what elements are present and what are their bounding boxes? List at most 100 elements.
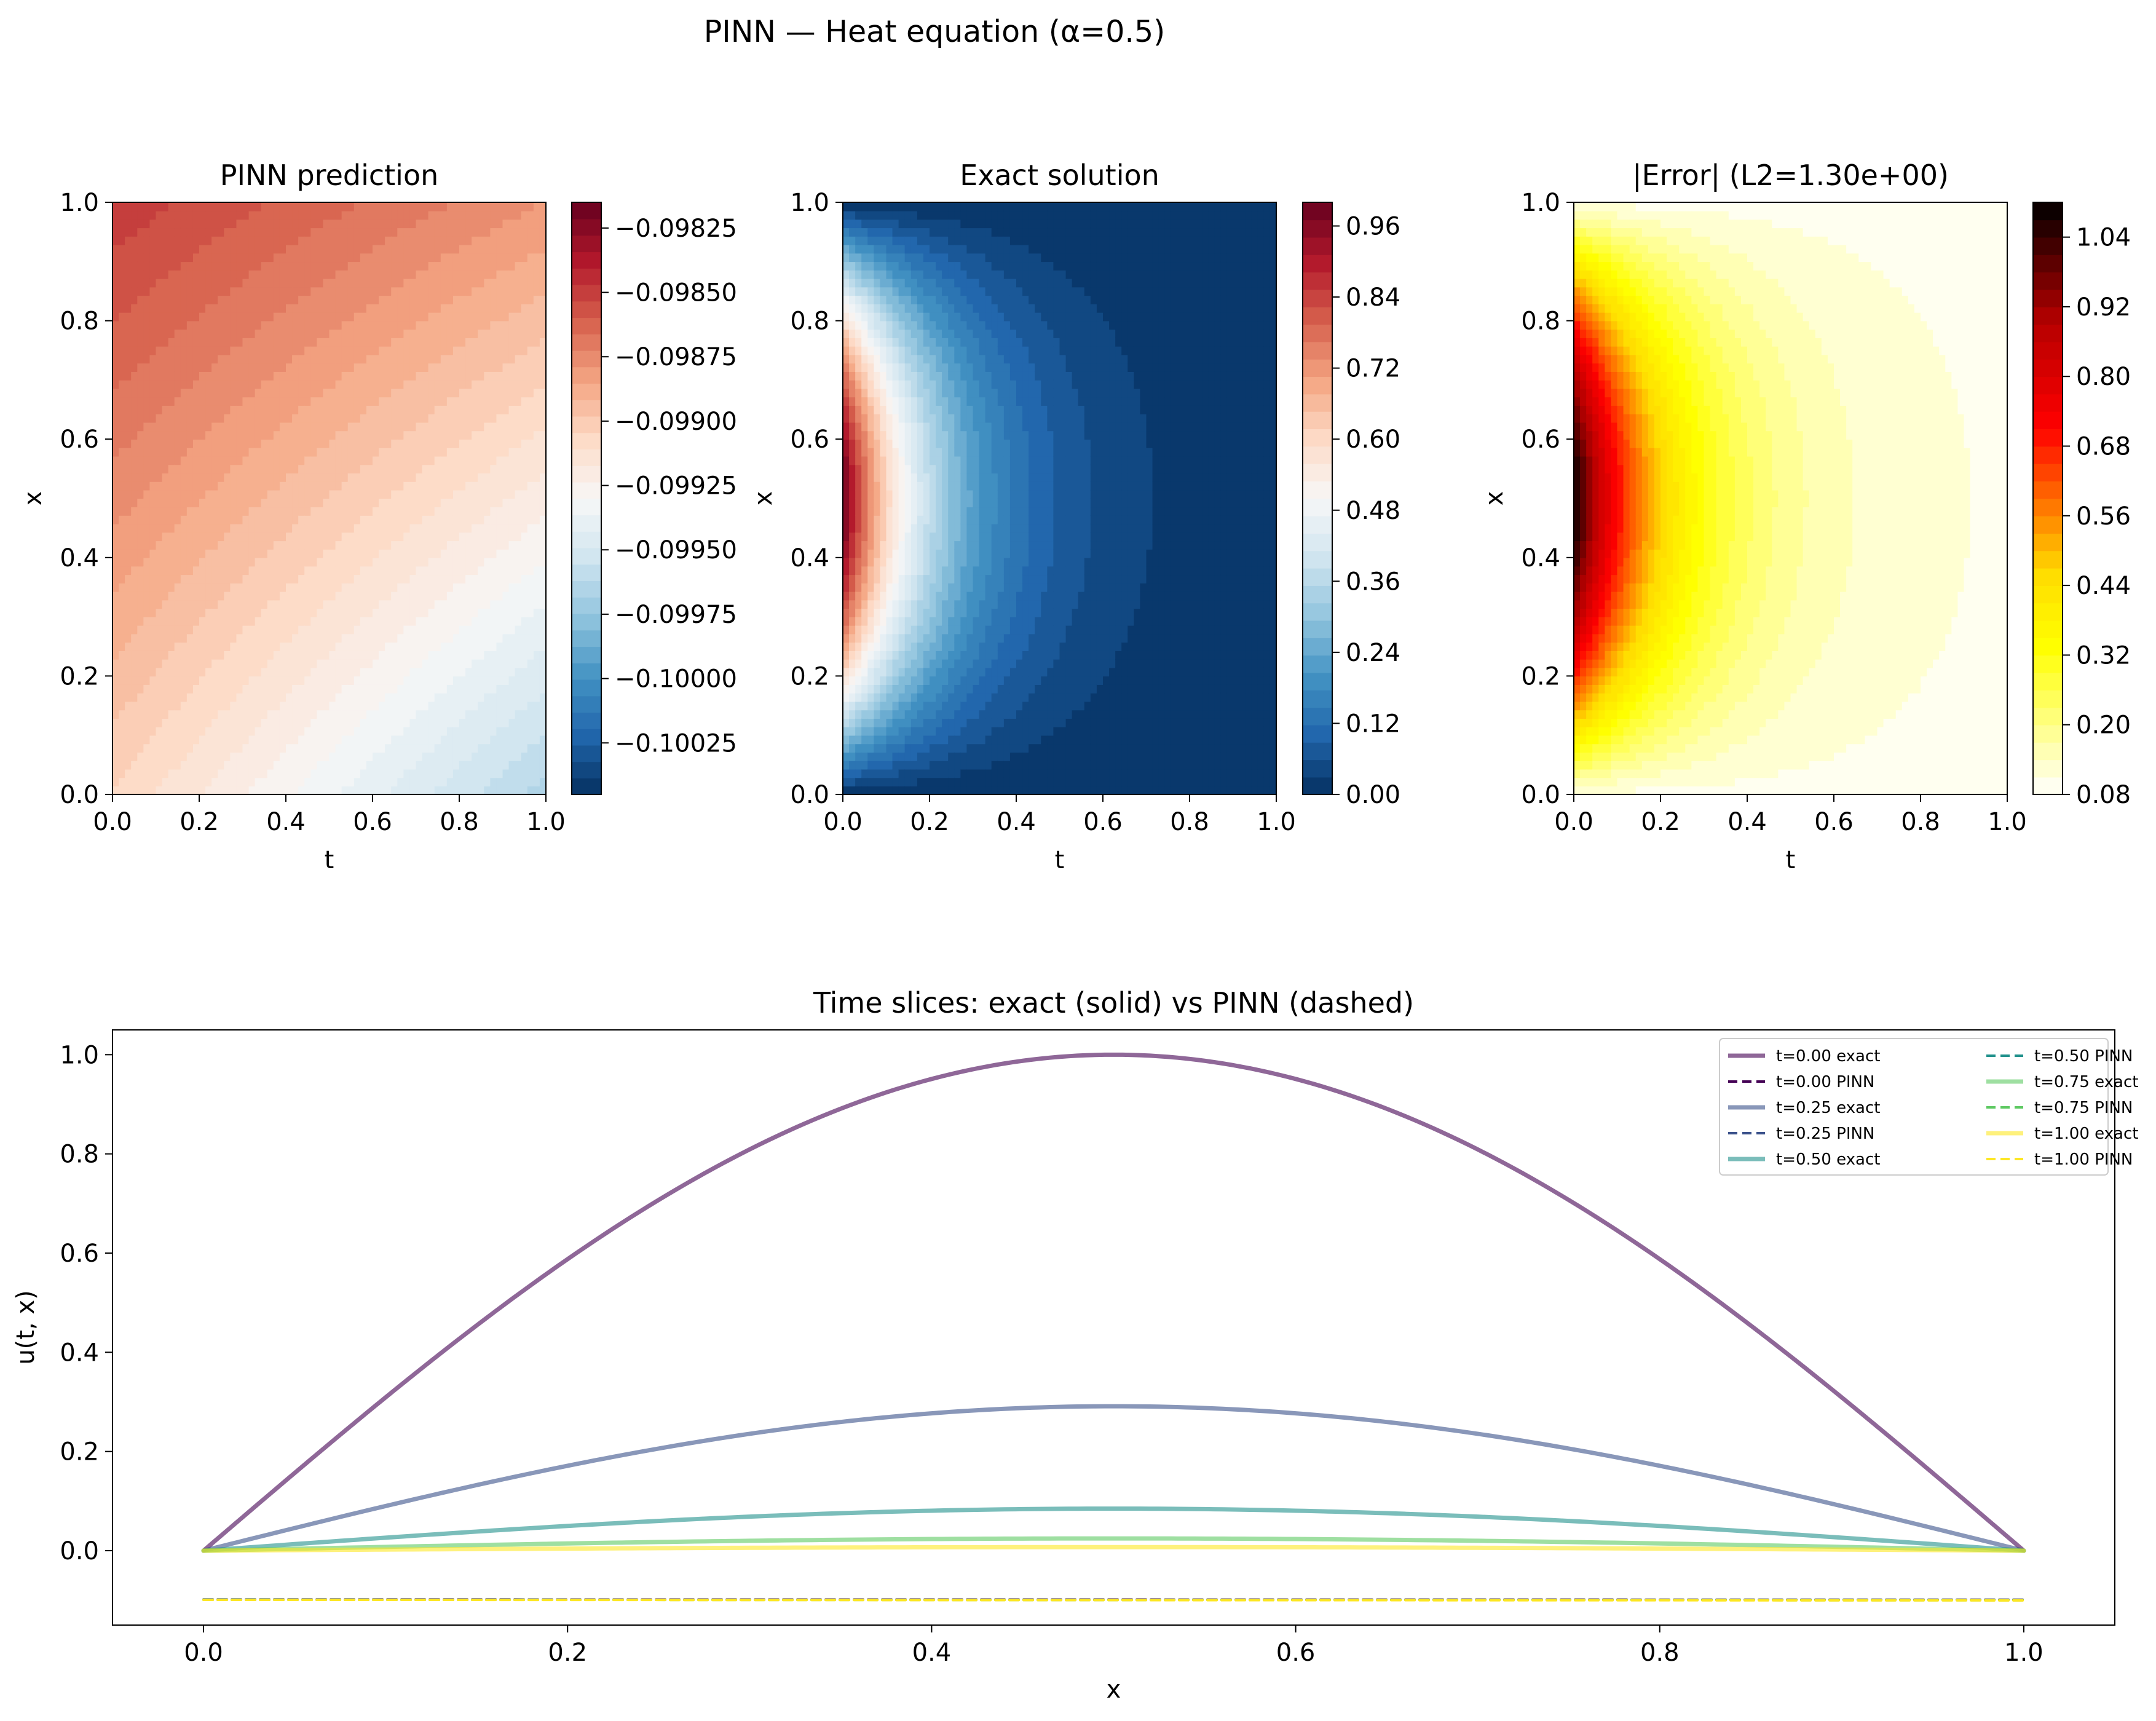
heatmap-cell [416, 439, 423, 448]
heatmap-cell [298, 430, 306, 440]
heatmap-cell [286, 388, 293, 398]
heatmap-cell [131, 735, 138, 745]
heatmap-cell [403, 473, 411, 482]
heatmap-cell [137, 287, 144, 296]
heatmap-cell [286, 591, 293, 601]
heatmap-cell [428, 422, 435, 432]
heatmap-cell [539, 261, 547, 271]
heatmap-cell [168, 413, 175, 423]
heatmap-cell [539, 473, 547, 482]
heatmap-cell [286, 253, 293, 263]
heatmap-cell [539, 397, 547, 406]
heatmap-cell [317, 566, 324, 576]
heatmap-cell [125, 540, 132, 550]
heatmap-cell [347, 371, 355, 381]
heatmap-cell [323, 388, 330, 398]
heatmap-cell [131, 566, 138, 576]
heatmap-cell [521, 498, 528, 508]
heatmap-cell [341, 481, 349, 491]
heatmap-cell [434, 617, 441, 626]
heatmap-cell [515, 633, 522, 643]
heatmap-cell [527, 253, 534, 263]
heatmap-cell [286, 743, 293, 753]
heatmap-cell [218, 540, 225, 550]
heatmap-cell [379, 659, 385, 668]
heatmap-cell [347, 304, 355, 313]
heatmap-cell [391, 667, 398, 677]
heatmap-cell [162, 743, 169, 753]
heatmap-cell [205, 388, 212, 398]
heatmap-cell [248, 608, 256, 617]
heatmap-cell [397, 777, 405, 787]
heatmap-cell [162, 329, 169, 338]
heatmap-cell [131, 507, 138, 516]
heatmap-cell [230, 278, 237, 288]
heatmap-cell [286, 769, 293, 778]
heatmap-cell [440, 363, 448, 372]
heatmap-cell [490, 253, 497, 263]
heatmap-cell [292, 743, 299, 753]
heatmap-cell [434, 379, 441, 389]
heatmap-cell [205, 735, 212, 745]
heatmap-cell [304, 270, 312, 279]
heatmap-cell [521, 633, 528, 643]
heatmap-cell [379, 726, 385, 736]
heatmap-cell [242, 667, 250, 677]
heatmap-cell [360, 642, 367, 651]
heatmap-cell [515, 786, 522, 795]
heatmap-cell [180, 481, 188, 491]
heatmap-cell [329, 735, 336, 745]
heatmap-cell [292, 760, 299, 770]
heatmap-cell [143, 236, 151, 245]
heatmap-cell [119, 439, 125, 448]
heatmap-cell [373, 591, 379, 601]
heatmap-cell [533, 379, 540, 389]
heatmap-cell [143, 532, 151, 542]
heatmap-cell [304, 210, 312, 220]
heatmap-cell [273, 447, 280, 457]
heatmap-cell [452, 338, 460, 347]
heatmap-cell [521, 439, 528, 448]
heatmap-cell [131, 710, 138, 719]
heatmap-cell [379, 338, 385, 347]
heatmap-cell [218, 642, 225, 651]
heatmap-cell [347, 777, 355, 787]
heatmap-cell [434, 456, 441, 465]
heatmap-cell [162, 710, 169, 719]
heatmap-cell [174, 210, 181, 220]
heatmap-cell [236, 287, 243, 296]
heatmap-cell [199, 354, 206, 364]
heatmap-cell [230, 743, 237, 753]
heatmap-cell [168, 405, 175, 414]
heatmap-cell [391, 261, 398, 271]
heatmap-cell [360, 583, 367, 592]
heatmap-cell [496, 261, 503, 271]
heatmap-cell [248, 599, 256, 609]
heatmap-cell [292, 287, 299, 296]
heatmap-cell [465, 227, 472, 237]
heatmap-cell [440, 312, 448, 322]
heatmap-cell [273, 397, 280, 406]
heatmap-cell [267, 583, 274, 592]
heatmap-cell [403, 489, 411, 499]
heatmap-cell [149, 329, 157, 338]
heatmap-cell [279, 523, 286, 533]
heatmap-cell [230, 371, 237, 381]
heatmap-cell [304, 617, 312, 626]
heatmap-cell [434, 633, 441, 643]
heatmap-cell [434, 346, 441, 355]
heatmap-cell [230, 507, 237, 516]
heatmap-cell [459, 439, 466, 448]
heatmap-cell [143, 227, 151, 237]
heatmap-cell [533, 481, 540, 491]
heatmap-cell [484, 456, 491, 465]
heatmap-cell [279, 481, 286, 491]
heatmap-cell [403, 718, 411, 727]
heatmap-cell [496, 608, 503, 617]
heatmap-cell [137, 498, 144, 508]
heatmap-cell [452, 769, 460, 778]
heatmap-cell [428, 338, 435, 347]
heatmap-cell [119, 329, 125, 338]
heatmap-cell [230, 405, 237, 414]
heatmap-cell [490, 760, 497, 770]
